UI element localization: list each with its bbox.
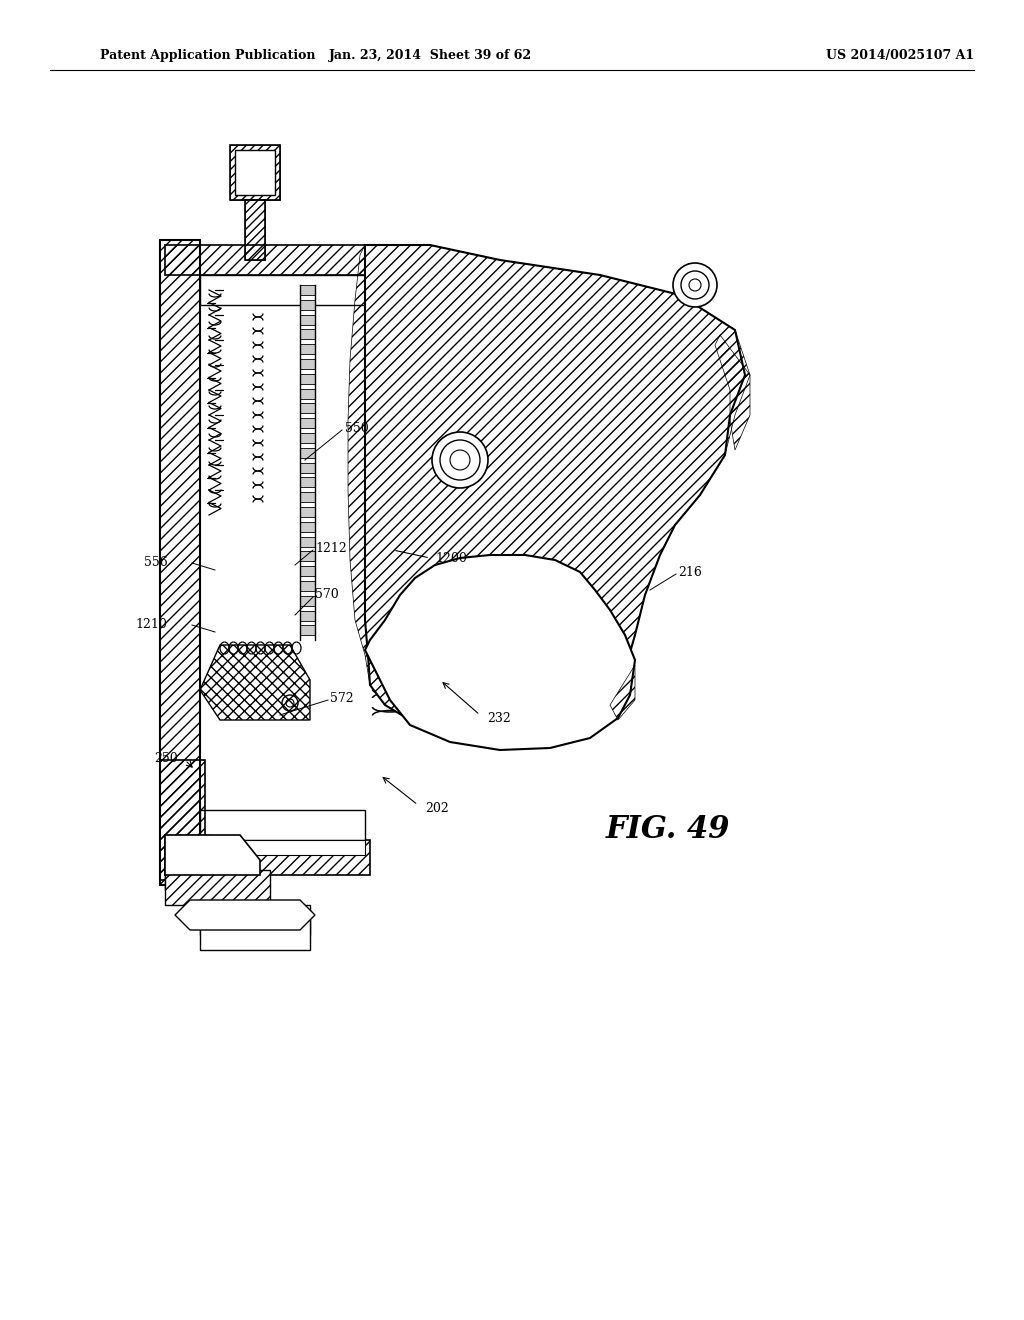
Polygon shape bbox=[300, 345, 315, 354]
Polygon shape bbox=[300, 359, 315, 370]
Polygon shape bbox=[300, 611, 315, 620]
Polygon shape bbox=[300, 447, 315, 458]
Polygon shape bbox=[300, 521, 315, 532]
Polygon shape bbox=[300, 552, 315, 561]
Polygon shape bbox=[300, 314, 315, 325]
Polygon shape bbox=[300, 388, 315, 399]
Text: FIG. 49: FIG. 49 bbox=[606, 814, 730, 846]
Text: Jan. 23, 2014  Sheet 39 of 62: Jan. 23, 2014 Sheet 39 of 62 bbox=[329, 49, 531, 62]
Polygon shape bbox=[365, 554, 635, 750]
Polygon shape bbox=[200, 810, 365, 840]
Circle shape bbox=[673, 263, 717, 308]
Circle shape bbox=[432, 432, 488, 488]
Polygon shape bbox=[300, 462, 315, 473]
Text: 570: 570 bbox=[315, 589, 339, 602]
Text: 1200: 1200 bbox=[435, 552, 467, 565]
Polygon shape bbox=[300, 300, 315, 310]
Circle shape bbox=[282, 696, 298, 711]
Text: 572: 572 bbox=[330, 692, 353, 705]
Polygon shape bbox=[300, 330, 315, 339]
Polygon shape bbox=[200, 275, 365, 305]
Polygon shape bbox=[300, 566, 315, 577]
Polygon shape bbox=[300, 595, 315, 606]
Polygon shape bbox=[200, 920, 310, 950]
Circle shape bbox=[689, 279, 701, 290]
Polygon shape bbox=[300, 374, 315, 384]
Text: 550: 550 bbox=[345, 421, 369, 434]
Text: 202: 202 bbox=[425, 801, 449, 814]
Polygon shape bbox=[300, 285, 315, 294]
Circle shape bbox=[681, 271, 709, 300]
Polygon shape bbox=[165, 836, 210, 890]
Circle shape bbox=[286, 700, 294, 708]
Polygon shape bbox=[245, 201, 265, 260]
Polygon shape bbox=[234, 150, 275, 195]
Polygon shape bbox=[300, 418, 315, 428]
Polygon shape bbox=[300, 537, 315, 546]
Text: 250: 250 bbox=[155, 751, 178, 764]
Polygon shape bbox=[165, 870, 270, 906]
Polygon shape bbox=[300, 478, 315, 487]
Polygon shape bbox=[365, 246, 745, 735]
Polygon shape bbox=[165, 836, 260, 875]
Polygon shape bbox=[300, 433, 315, 444]
Polygon shape bbox=[300, 492, 315, 502]
Text: US 2014/0025107 A1: US 2014/0025107 A1 bbox=[826, 49, 974, 62]
Text: 556: 556 bbox=[144, 557, 168, 569]
Text: 216: 216 bbox=[678, 565, 701, 578]
Polygon shape bbox=[300, 507, 315, 517]
Polygon shape bbox=[300, 404, 315, 413]
Polygon shape bbox=[300, 581, 315, 591]
Circle shape bbox=[450, 450, 470, 470]
Polygon shape bbox=[300, 626, 315, 635]
Text: 1212: 1212 bbox=[315, 541, 347, 554]
Circle shape bbox=[440, 440, 480, 480]
Text: 1210: 1210 bbox=[135, 619, 167, 631]
Polygon shape bbox=[175, 900, 315, 931]
Text: 232: 232 bbox=[487, 711, 511, 725]
Polygon shape bbox=[200, 840, 365, 855]
Polygon shape bbox=[200, 906, 310, 935]
Text: Patent Application Publication: Patent Application Publication bbox=[100, 49, 315, 62]
Polygon shape bbox=[230, 145, 280, 201]
